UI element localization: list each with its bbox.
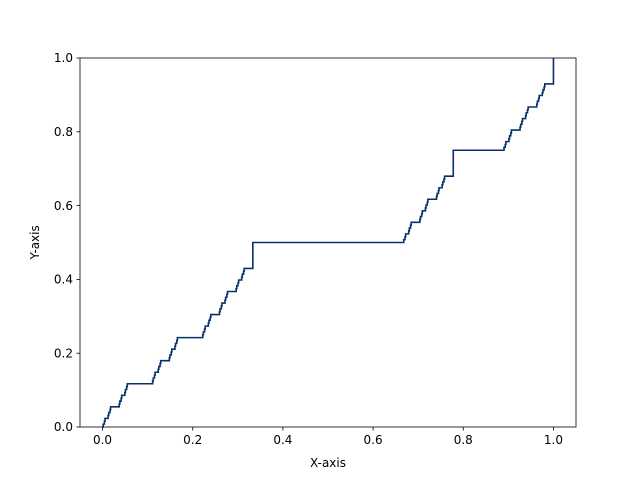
plot-area bbox=[102, 58, 555, 428]
x-tick-label: 0.6 bbox=[364, 433, 383, 447]
x-tick-label: 0.8 bbox=[454, 433, 473, 447]
x-tick-label: 0.2 bbox=[183, 433, 202, 447]
y-tick-label: 0.8 bbox=[54, 125, 73, 139]
x-tick-label: 0.0 bbox=[93, 433, 112, 447]
x-tick-label: 0.4 bbox=[273, 433, 292, 447]
y-tick-label: 0.6 bbox=[54, 199, 73, 213]
y-tick-label: 0.2 bbox=[54, 346, 73, 360]
x-axis-label: X-axis bbox=[310, 456, 346, 470]
axes: 0.0 0.2 0.4 0.6 0.8 1.0 0.0 0.2 0.4 0.6 0.8 1.0 bbox=[54, 51, 577, 447]
series-line-0 bbox=[102, 58, 555, 428]
x-tick-label: 1.0 bbox=[544, 433, 563, 447]
y-tick-label: 0.0 bbox=[54, 420, 73, 434]
y-tick-label: 0.4 bbox=[54, 273, 73, 287]
y-tick-label: 1.0 bbox=[54, 51, 73, 65]
axes-frame bbox=[79, 57, 577, 428]
y-axis-label: Y-axis bbox=[28, 225, 42, 260]
